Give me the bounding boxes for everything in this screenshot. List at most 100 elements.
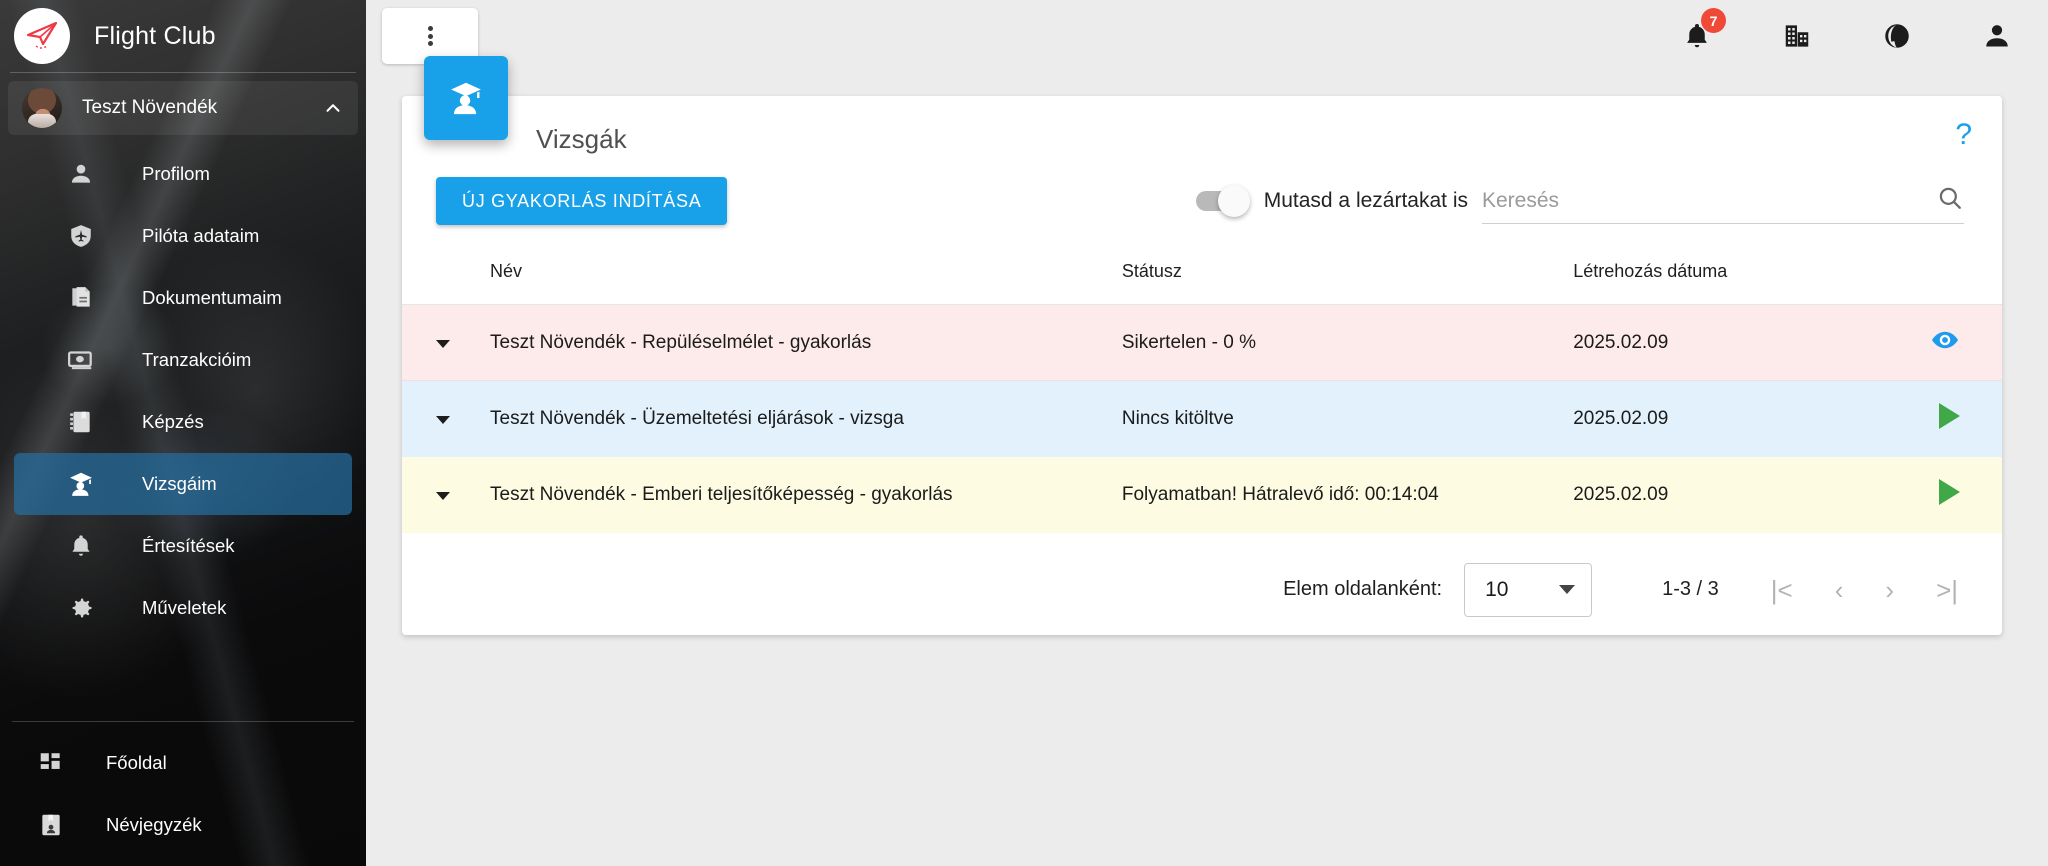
row-action-cell[interactable] xyxy=(1866,380,2002,457)
sidebar-item-label: Képzés xyxy=(142,411,204,432)
table-row[interactable]: Teszt Növendék - Üzemeltetési eljárások … xyxy=(402,380,2002,457)
row-action-cell[interactable] xyxy=(1867,305,2002,381)
card-wrapper: Vizsgák ? ÚJ GYAKORLÁS INDÍTÁSA Mutasd a… xyxy=(366,56,2048,635)
chevron-up-icon[interactable] xyxy=(322,97,344,119)
sidebar-item-kepzes[interactable]: Képzés xyxy=(14,391,352,453)
sidebar-item-label: Műveletek xyxy=(142,597,227,618)
sidebar-item-nevjegyzek[interactable]: Névjegyzék xyxy=(14,794,352,856)
items-per-page-select[interactable]: 10 xyxy=(1464,562,1593,617)
sidebar-item-ertesitesek[interactable]: Értesítések xyxy=(14,515,352,577)
next-page-button[interactable]: › xyxy=(1885,574,1895,605)
sidebar-item-label: Pilóta adataim xyxy=(142,225,260,246)
th-actions xyxy=(1866,261,2002,305)
search-input[interactable] xyxy=(1482,188,1936,213)
row-name: Teszt Növendék - Üzemeltetési eljárások … xyxy=(490,380,1122,457)
user-card[interactable]: Teszt Növendék xyxy=(8,81,358,135)
pagination: Elem oldalanként: 10 1-3 / 3 |< ‹ › >| xyxy=(402,533,2002,617)
row-date: 2025.02.09 xyxy=(1573,483,1669,505)
pagination-buttons: |< ‹ › >| xyxy=(1771,577,1958,603)
brand-title: Flight Club xyxy=(94,21,216,50)
th-name: Név xyxy=(490,261,1122,305)
brand: Flight Club xyxy=(0,0,366,72)
chevron-down-icon xyxy=(1559,585,1576,594)
sidebar-bottom-nav: Főoldal Névjegyzék xyxy=(0,715,366,866)
sidebar-item-profilom[interactable]: Profilom xyxy=(14,143,352,205)
row-expand-cell[interactable] xyxy=(402,380,490,457)
sidebar-item-label: Dokumentumaim xyxy=(142,287,282,308)
caret-down-icon[interactable] xyxy=(436,415,450,424)
notebook-icon xyxy=(66,407,96,437)
row-name: Teszt Növendék - Repüléselmélet - gyakor… xyxy=(490,331,872,353)
help-icon[interactable]: ? xyxy=(1955,118,1972,151)
row-expand-cell[interactable] xyxy=(402,457,490,533)
pagination-range: 1-3 / 3 xyxy=(1662,578,1719,600)
sidebar-item-vizsgaim[interactable]: Vizsgáim xyxy=(14,453,352,515)
row-date: 2025.02.09 xyxy=(1573,331,1669,353)
contacts-icon xyxy=(36,810,66,840)
sidebar-item-label: Névjegyzék xyxy=(106,814,202,835)
main-content: 7 Vizsgák ? xyxy=(366,0,2048,866)
sidebar-item-label: Értesítések xyxy=(142,535,235,556)
th-status: Státusz xyxy=(1121,261,1574,305)
shield-plane-icon xyxy=(66,221,96,251)
sidebar-item-label: Profilom xyxy=(142,163,210,184)
search-icon[interactable] xyxy=(1936,184,1964,217)
avatar xyxy=(22,88,62,128)
row-name: Teszt Növendék - Emberi teljesítőképessé… xyxy=(490,483,953,505)
sidebar-item-label: Tranzakcióim xyxy=(142,349,252,370)
vizsgak-card: Vizsgák ? ÚJ GYAKORLÁS INDÍTÁSA Mutasd a… xyxy=(402,56,2002,635)
caret-down-icon[interactable] xyxy=(436,339,450,348)
search-box xyxy=(1482,178,1964,224)
globe-language-icon[interactable] xyxy=(1880,19,1914,53)
new-exercise-button[interactable]: ÚJ GYAKORLÁS INDÍTÁSA xyxy=(436,177,728,225)
sidebar-item-label: Vizsgáim xyxy=(142,473,217,494)
sidebar-item-dokumentumaim[interactable]: Dokumentumaim xyxy=(14,267,352,329)
more-vertical-icon[interactable] xyxy=(382,8,478,64)
items-per-page-label: Elem oldalanként: xyxy=(1283,578,1443,600)
organization-building-icon[interactable] xyxy=(1780,19,1814,53)
play-icon[interactable] xyxy=(1939,478,1960,505)
row-status: Folyamatban! Hátralevő idő: 00:14:04 xyxy=(1121,483,1439,505)
caret-down-icon[interactable] xyxy=(436,491,450,500)
sidebar-nav: Profilom Pilóta adataim Dokumentumaim xyxy=(0,135,366,715)
notifications-bell-icon[interactable]: 7 xyxy=(1680,8,1726,53)
table-row[interactable]: Teszt Növendék - Emberi teljesítőképessé… xyxy=(402,456,2002,533)
sidebar-item-fooldal[interactable]: Főoldal xyxy=(14,732,352,794)
notification-badge: 7 xyxy=(1701,8,1726,33)
row-status: Sikertelen - 0 % xyxy=(1121,331,1256,353)
row-date: 2025.02.09 xyxy=(1573,380,1867,457)
row-expand-cell[interactable] xyxy=(402,305,490,381)
exams-table: Név Státusz Létrehozás dátuma Teszt Növe… xyxy=(402,261,2002,533)
dashboard-icon xyxy=(36,748,66,778)
sidebar-item-tranzakcioim[interactable]: Tranzakcióim xyxy=(14,329,352,391)
items-per-page-value: 10 xyxy=(1485,577,1509,601)
brand-divider xyxy=(10,72,356,73)
row-status: Nincs kitöltve xyxy=(1121,380,1574,457)
show-closed-toggle-group: Mutasd a lezártakat is xyxy=(1195,185,1468,217)
eye-icon[interactable] xyxy=(1930,331,1960,360)
bell-icon xyxy=(66,531,96,561)
show-closed-toggle[interactable] xyxy=(1195,185,1250,217)
page-title: Vizsgák xyxy=(536,124,627,154)
sidebar-bottom-divider xyxy=(12,721,354,722)
account-person-icon[interactable] xyxy=(1980,19,2014,53)
sidebar-item-muveletek[interactable]: Műveletek xyxy=(14,577,352,639)
first-page-button[interactable]: |< xyxy=(1770,574,1793,605)
row-action-cell[interactable] xyxy=(1867,457,2002,533)
th-date: Létrehozás dátuma xyxy=(1573,261,1867,305)
table-row[interactable]: Teszt Növendék - Repüléselmélet - gyakor… xyxy=(402,304,2002,381)
sidebar-item-pilota-adataim[interactable]: Pilóta adataim xyxy=(14,205,352,267)
play-icon[interactable] xyxy=(1939,402,1960,429)
th-expand xyxy=(402,261,490,305)
user-name: Teszt Növendék xyxy=(82,97,218,118)
sidebar-background-image xyxy=(0,0,366,866)
last-page-button[interactable]: >| xyxy=(1936,574,1958,605)
gear-icon xyxy=(66,593,96,623)
prev-page-button[interactable]: ‹ xyxy=(1834,574,1844,605)
card-toolbar: ÚJ GYAKORLÁS INDÍTÁSA Mutasd a lezártaka… xyxy=(402,155,2002,225)
paper-plane-logo-icon xyxy=(14,8,70,64)
topbar-icons: 7 xyxy=(1680,8,2022,53)
sidebar: Flight Club Teszt Növendék Profilom xyxy=(0,0,366,866)
show-closed-toggle-label: Mutasd a lezártakat is xyxy=(1263,189,1468,212)
